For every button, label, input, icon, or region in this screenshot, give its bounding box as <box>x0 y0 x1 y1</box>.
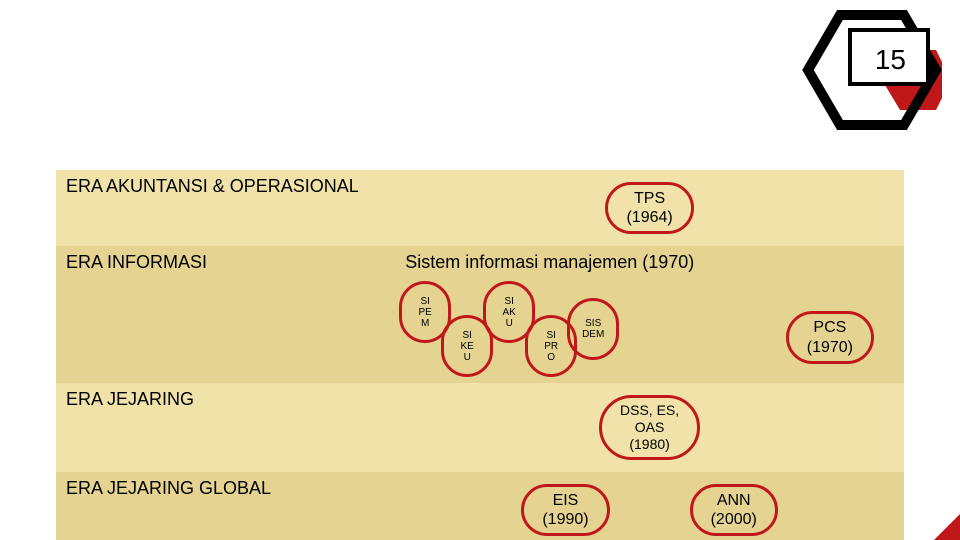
oval-line: PCS <box>813 319 846 336</box>
t: SI <box>546 330 555 341</box>
t: SI <box>504 296 513 307</box>
oval-line: DSS, ES, <box>620 402 679 418</box>
era-label: ERA JEJARING GLOBAL <box>56 472 395 540</box>
era-content: EIS (1990) ANN (2000) <box>395 472 904 540</box>
t: AK <box>503 307 516 318</box>
oval-line: (1970) <box>807 339 853 356</box>
oval-line: OAS <box>635 419 665 435</box>
oval-line: EIS <box>553 492 579 509</box>
t: O <box>547 352 555 363</box>
oval-line: (1964) <box>626 209 672 226</box>
t: SIS <box>585 318 601 329</box>
oval-ann: ANN (2000) <box>690 484 778 536</box>
t: SI <box>462 330 471 341</box>
hex-icon <box>792 10 942 150</box>
table-row: ERA JEJARING DSS, ES, OAS (1980) <box>56 383 904 471</box>
table-row: ERA JEJARING GLOBAL EIS (1990) ANN (2000… <box>56 472 904 540</box>
t: PE <box>419 307 432 318</box>
oval-line: (1990) <box>542 511 588 528</box>
cluster-oval: SIS DEM <box>567 298 619 360</box>
t: U <box>506 318 513 329</box>
oval-line: (1980) <box>629 436 669 452</box>
oval-line: ANN <box>717 492 751 509</box>
slide: 15 ERA AKUNTANSI & OPERASIONAL TPS (1964… <box>0 0 960 540</box>
t: DEM <box>582 329 604 340</box>
t: M <box>421 318 429 329</box>
corner-fold-icon <box>934 514 960 540</box>
page-number: 15 <box>875 44 906 76</box>
t: KE <box>461 341 474 352</box>
era-content: TPS (1964) <box>395 170 904 246</box>
corner-hex-group <box>792 10 942 150</box>
oval-line: (2000) <box>711 511 757 528</box>
mis-cluster: SI PE M SI KE U SI AK U SI <box>399 281 619 377</box>
t: U <box>464 352 471 363</box>
era-content: Sistem informasi manajemen (1970) PCS (1… <box>395 246 904 383</box>
oval-tps: TPS (1964) <box>605 182 693 234</box>
oval-eis: EIS (1990) <box>521 484 609 536</box>
era-label: ERA INFORMASI <box>56 246 395 383</box>
oval-line: TPS <box>634 190 665 207</box>
oval-pcs: PCS (1970) <box>786 311 874 363</box>
era-content: DSS, ES, OAS (1980) <box>395 383 904 471</box>
table-row: ERA INFORMASI Sistem informasi manajemen… <box>56 246 904 383</box>
row2-header: Sistem informasi manajemen (1970) <box>405 252 894 273</box>
t: SI <box>420 296 429 307</box>
table-row: ERA AKUNTANSI & OPERASIONAL TPS (1964) <box>56 170 904 246</box>
era-label: ERA AKUNTANSI & OPERASIONAL <box>56 170 395 246</box>
era-label: ERA JEJARING <box>56 383 395 471</box>
t: PR <box>544 341 558 352</box>
era-table: ERA AKUNTANSI & OPERASIONAL TPS (1964) E… <box>56 170 904 540</box>
oval-dss: DSS, ES, OAS (1980) <box>599 395 700 459</box>
